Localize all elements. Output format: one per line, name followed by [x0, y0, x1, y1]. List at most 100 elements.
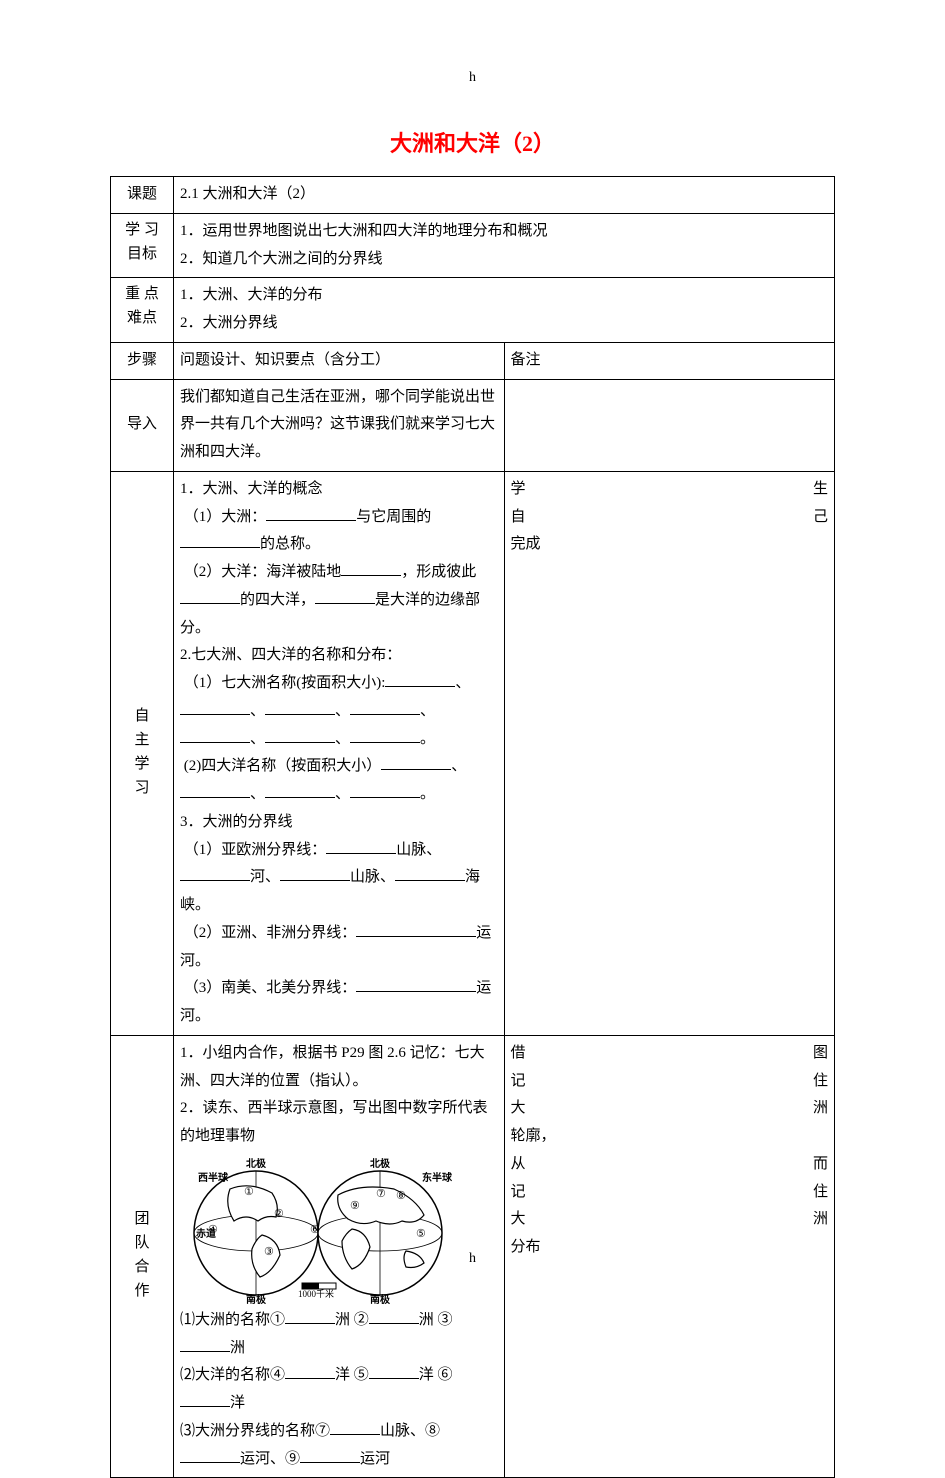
blank	[266, 505, 356, 521]
team-q3: ⑶大洲分界线的名称⑦山脉、⑧运河、⑨运河	[180, 1418, 498, 1474]
s3b-pre: （2）亚洲、非洲分界线：	[184, 925, 357, 941]
label-self-study: 自 主 学 习	[111, 471, 174, 1035]
team-1: 1．小组内合作，根据书 P29 图 2.6 记忆：七大洲、四大洋的位置（指认）。	[180, 1040, 498, 1096]
cell-keypoints: 1．大洲、大洋的分布 2．大洲分界线	[174, 278, 835, 343]
row-topic: 课题 2.1 大洲和大洋（2）	[111, 177, 835, 214]
blank	[180, 1391, 230, 1407]
s1a-mid: 与它周围的	[356, 509, 431, 525]
blank	[326, 838, 396, 854]
self-s2-a: （1）七大洲名称(按面积大小):、、、、	[180, 670, 498, 726]
q3-pre: ⑶大洲分界线的名称⑦	[180, 1423, 330, 1439]
label-objectives: 学 习 目标	[111, 213, 174, 278]
blank	[265, 782, 335, 798]
s3a-m3: 山脉、	[350, 869, 395, 885]
team-note-2: 记 住	[511, 1068, 829, 1096]
cell-topic: 2.1 大洲和大洋（2）	[174, 177, 835, 214]
team-note-6: 记 住	[511, 1179, 829, 1207]
team-note-4: 轮廓，	[511, 1123, 829, 1151]
blank	[315, 588, 375, 604]
map-label-east: 东半球	[422, 1171, 453, 1184]
self-note-1: 学 生	[511, 476, 829, 504]
map-label-west: 西半球	[198, 1171, 229, 1184]
blank	[395, 865, 465, 881]
blank	[350, 699, 420, 715]
blank	[330, 1419, 380, 1435]
blank	[356, 921, 476, 937]
marker-6: ⑥	[310, 1224, 320, 1236]
map-label-south2: 南极	[370, 1293, 391, 1305]
self-note-2: 自 己	[511, 504, 829, 532]
map-label-north2: 北极	[370, 1157, 391, 1170]
self-s3-title: 3．大洲的分界线	[180, 809, 498, 837]
self-note-3: 完成	[511, 531, 829, 559]
row-steps-header: 步骤 问题设计、知识要点（含分工） 备注	[111, 342, 835, 379]
keypoint-1: 1．大洲、大洋的分布	[180, 282, 828, 310]
cell-intro: 我们都知道自己生活在亚洲，哪个同学能说出世界一共有几个大洲吗？这节课我们就来学习…	[174, 379, 505, 471]
marker-8: ⑧	[396, 1190, 406, 1202]
q1-m2: 洲 ③	[419, 1312, 453, 1328]
self-s1-title: 1．大洲、大洋的概念	[180, 476, 498, 504]
self-s2-b: (2)四大洋名称（按面积大小）、、、。	[180, 753, 498, 809]
label-objectives-l2: 目标	[125, 242, 159, 266]
blank	[180, 699, 250, 715]
s3a-pre: （1）亚欧洲分界线：	[184, 842, 327, 858]
q1-m1: 洲 ②	[335, 1312, 369, 1328]
label-keypoints: 重 点 难点	[111, 278, 174, 343]
row-objectives: 学 习 目标 1．运用世界地图说出七大洲和四大洋的地理分布和概况 2．知道几个大…	[111, 213, 835, 278]
blank	[180, 1447, 240, 1463]
map-svg: 西半球 北极 北极 东半球 赤道 南极 南极 1000千米 ① ②	[180, 1155, 460, 1305]
cell-self-notes: 学 生 自 己 完成	[504, 471, 835, 1035]
q1-post: 洲	[230, 1340, 245, 1356]
blank	[381, 754, 451, 770]
s2a: （1）七大洲名称(按面积大小):	[184, 675, 386, 691]
blank	[180, 532, 260, 548]
row-intro: 导入 我们都知道自己生活在亚洲，哪个同学能说出世界一共有几个大洲吗？这节课我们就…	[111, 379, 835, 471]
q3-m2: 运河、⑨	[240, 1451, 300, 1467]
blank	[285, 1363, 335, 1379]
self-s1-a: （1）大洲： 与它周围的的总称。	[180, 504, 498, 560]
marker-5: ⑤	[416, 1228, 426, 1240]
row-keypoints: 重 点 难点 1．大洲、大洋的分布 2．大洲分界线	[111, 278, 835, 343]
blank	[350, 727, 420, 743]
q2-m2: 洋 ⑥	[419, 1367, 453, 1383]
label-team-c1: 团	[134, 1207, 149, 1231]
blank	[180, 727, 250, 743]
self-s3-a: （1）亚欧洲分界线：山脉、河、山脉、海峡。	[180, 837, 498, 920]
blank	[350, 782, 420, 798]
map-label-north1: 北极	[246, 1157, 267, 1170]
blank	[341, 560, 401, 576]
label-intro: 导入	[111, 379, 174, 471]
map-label-south1: 南极	[246, 1293, 267, 1305]
s3c-pre: （3）南美、北美分界线：	[184, 980, 357, 996]
row-self-study: 自 主 学 习 1．大洲、大洋的概念 （1）大洲： 与它周围的的总称。 （2）大洋…	[111, 471, 835, 1035]
s1a-pre: （1）大洲：	[184, 509, 267, 525]
team-2: 2．读东、西半球示意图，写出图中数字所代表的地理事物	[180, 1095, 498, 1151]
cell-steps-content: 问题设计、知识要点（含分工）	[174, 342, 505, 379]
team-note-1: 借 图	[511, 1040, 829, 1068]
blank	[369, 1308, 419, 1324]
self-s2-title: 2.七大洲、四大洋的名称和分布：	[180, 642, 498, 670]
team-note-5: 从 而	[511, 1151, 829, 1179]
label-steps: 步骤	[111, 342, 174, 379]
team-note-3: 大 洲	[511, 1095, 829, 1123]
document-title: 大洲和大洋（2）	[110, 126, 835, 158]
blank	[180, 865, 250, 881]
label-objectives-l1: 学 习	[125, 218, 159, 242]
s3a-m1: 山脉、	[396, 842, 441, 858]
blank	[180, 782, 250, 798]
self-s3-b: （2）亚洲、非洲分界线：运河。	[180, 920, 498, 976]
blank	[385, 671, 455, 687]
worksheet-table: 课题 2.1 大洲和大洋（2） 学 习 目标 1．运用世界地图说出七大洲和四大洋…	[110, 176, 835, 1478]
blank	[180, 588, 240, 604]
blank	[265, 727, 335, 743]
cell-steps-notes: 备注	[504, 342, 835, 379]
s1a-post: 的总称。	[260, 536, 320, 552]
self-s1-b: （2）大洋：海洋被陆地，形成彼此的四大洋，是大洋的边缘部分。	[180, 559, 498, 642]
blank	[265, 699, 335, 715]
page-footer: h	[0, 1251, 945, 1267]
marker-7: ⑦	[376, 1188, 386, 1200]
q1-pre: ⑴大洲的名称①	[180, 1312, 285, 1328]
q3-m1: 山脉、⑧	[380, 1423, 440, 1439]
page-header: h	[110, 70, 835, 86]
label-team-c4: 作	[134, 1279, 149, 1303]
